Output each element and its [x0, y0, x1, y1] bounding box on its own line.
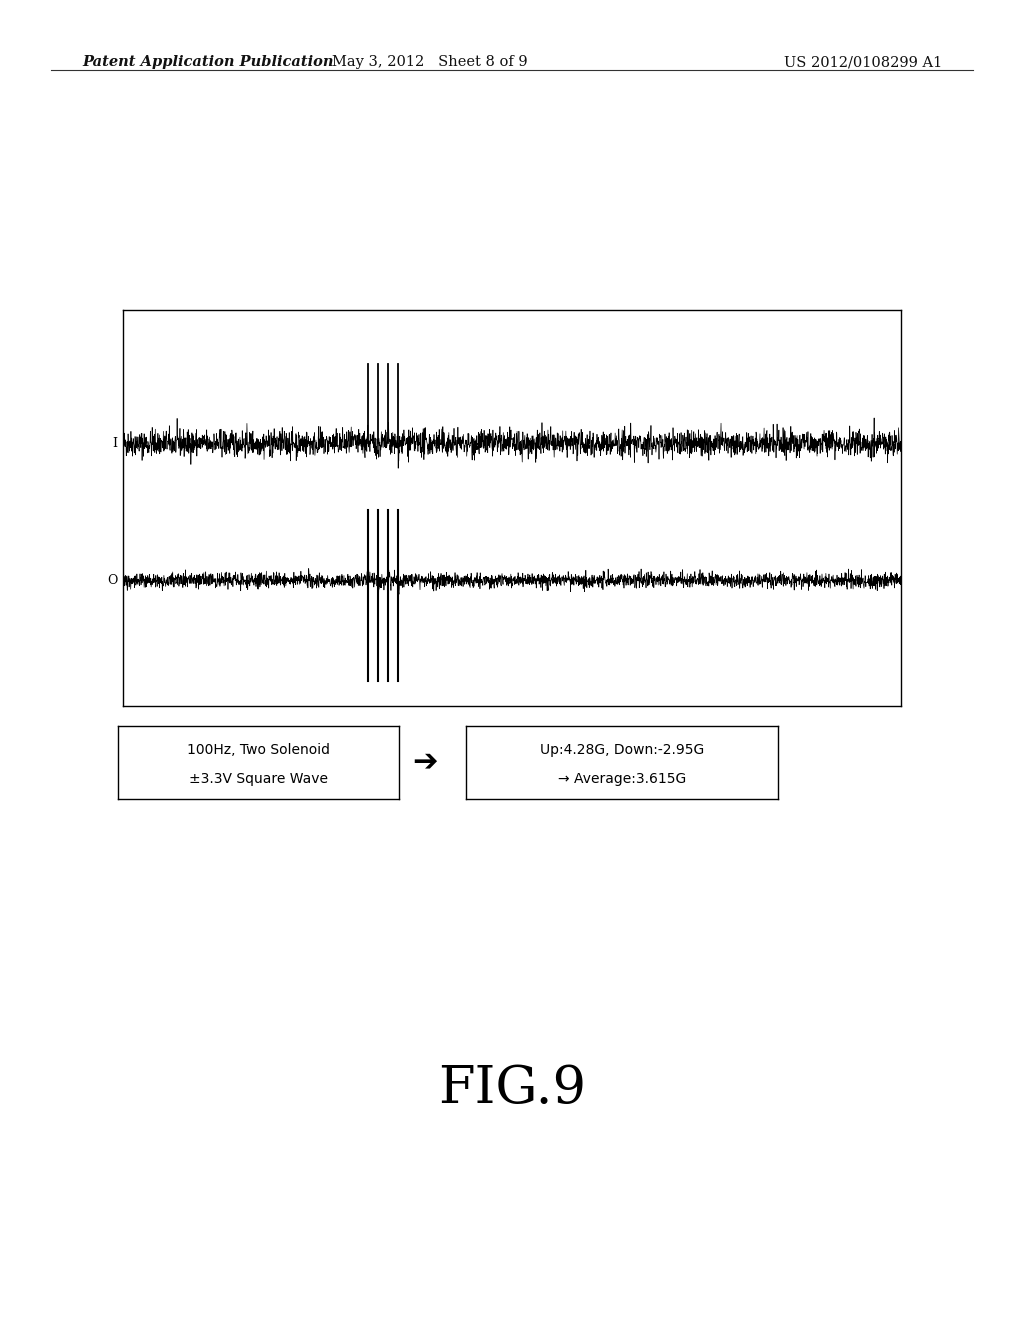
Text: O: O — [108, 574, 118, 586]
Text: I: I — [113, 437, 118, 450]
Text: 100Hz, Two Solenoid: 100Hz, Two Solenoid — [187, 743, 330, 756]
Text: Up:4.28G, Down:-2.95G: Up:4.28G, Down:-2.95G — [540, 743, 705, 756]
Text: FIG.9: FIG.9 — [438, 1064, 586, 1114]
Text: → Average:3.615G: → Average:3.615G — [558, 772, 686, 785]
Text: ±3.3V Square Wave: ±3.3V Square Wave — [189, 772, 328, 785]
Text: May 3, 2012   Sheet 8 of 9: May 3, 2012 Sheet 8 of 9 — [332, 55, 528, 70]
Text: Patent Application Publication: Patent Application Publication — [82, 55, 334, 70]
Text: ➔: ➔ — [413, 748, 437, 776]
Text: US 2012/0108299 A1: US 2012/0108299 A1 — [783, 55, 942, 70]
